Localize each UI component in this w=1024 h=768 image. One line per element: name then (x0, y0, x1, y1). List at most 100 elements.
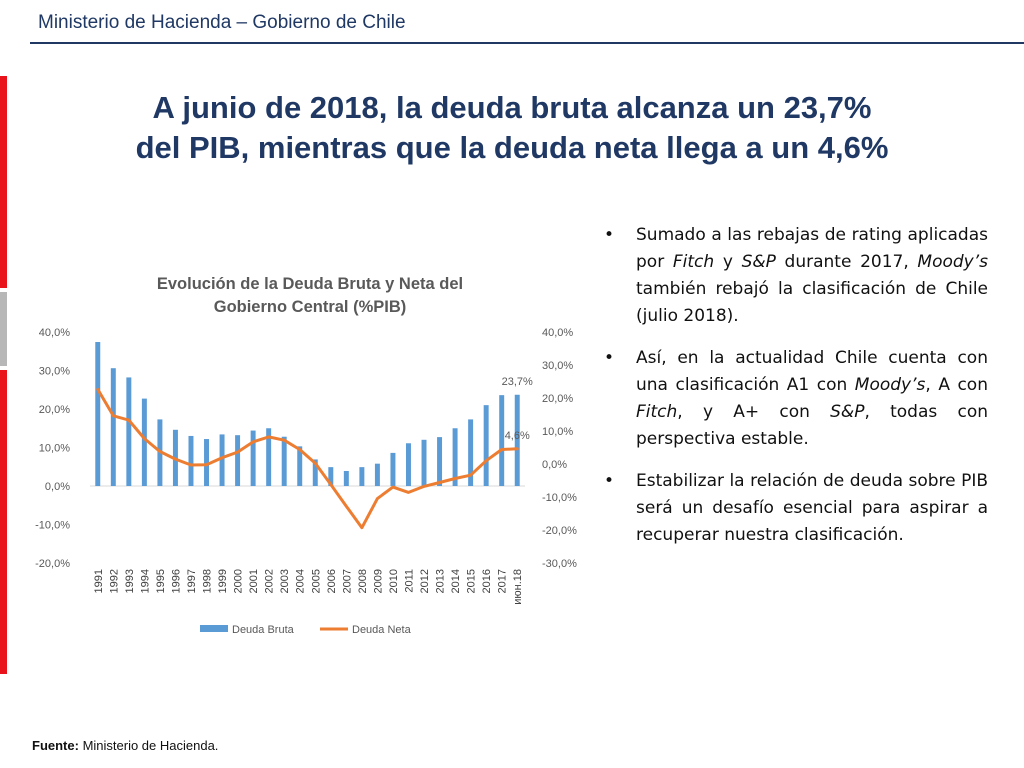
bar-deuda-bruta (421, 439, 427, 486)
bullet-text-italic: Moody’s (854, 375, 926, 395)
bullet-text: Sumado a las rebajas de rating aplicadas… (636, 225, 988, 272)
x-tick-label: 2010 (388, 569, 400, 593)
left-axis-tick-label: -10,0% (35, 520, 70, 532)
bar-deuda-bruta (437, 437, 443, 486)
bar-deuda-bruta (374, 463, 380, 486)
left-axis-tick-label: 20,0% (39, 404, 70, 416)
left-axis-tick-label: 10,0% (39, 443, 70, 455)
debt-chart-svg: Evolución de la Deuda Bruta y Neta del Go… (35, 275, 577, 636)
x-tick-label: 2005 (310, 569, 322, 593)
bullet-text: , todas con perspectiva estable. (636, 402, 988, 449)
left-axis-tick-label: 30,0% (39, 366, 70, 378)
debt-chart: Evolución de la Deuda Bruta y Neta del Go… (20, 265, 600, 660)
bar-deuda-bruta (297, 446, 303, 486)
legend-label-deuda-bruta: Deuda Bruta (232, 624, 295, 636)
bar-deuda-bruta (514, 394, 520, 486)
bar-deuda-bruta (405, 443, 411, 486)
bar-deuda-bruta (468, 419, 474, 486)
x-tick-label: 2000 (233, 569, 245, 593)
x-tick-label: 2003 (279, 569, 291, 593)
bullet-item: • Sumado a las rebajas de rating aplicada… (604, 222, 988, 330)
x-tick-label: 2006 (326, 569, 338, 593)
x-tick-label: 1998 (202, 569, 214, 593)
bar-deuda-bruta (204, 439, 210, 486)
left-axis-tick-label: 0,0% (45, 481, 70, 493)
x-tick-label: 2008 (357, 569, 369, 593)
x-tick-label: 2017 (497, 569, 509, 593)
x-tick-label: 2002 (264, 569, 276, 593)
bar-deuda-bruta (266, 428, 272, 486)
right-axis-tick-label: -30,0% (542, 558, 577, 570)
slide-title-line1: A junio de 2018, la deuda bruta alcanza … (152, 90, 872, 125)
x-tick-label: 1993 (124, 569, 136, 593)
accent-bar-red (0, 76, 7, 288)
bar-deuda-bruta (390, 452, 396, 486)
bar-deuda-bruta (452, 428, 458, 486)
bar-deuda-bruta (188, 435, 194, 486)
bullet-list: • Sumado a las rebajas de rating aplicada… (604, 222, 988, 564)
data-label: 23,7% (502, 376, 533, 388)
x-tick-label: 2009 (372, 569, 384, 593)
data-label: 4,6% (505, 430, 530, 442)
x-tick-label: 1996 (170, 569, 182, 593)
bullet-text-italic: Fitch (672, 252, 715, 272)
x-tick-label: 1992 (108, 569, 120, 593)
bar-deuda-bruta (483, 405, 489, 486)
x-tick-label: 2004 (295, 569, 307, 593)
x-tick-label: 1991 (93, 569, 105, 593)
bullet-marker: • (604, 471, 615, 491)
legend-swatch-deuda-bruta (200, 625, 228, 632)
bullet-text-italic: S&P (830, 402, 865, 422)
bar-deuda-bruta (219, 434, 225, 486)
slide-title: A junio de 2018, la deuda bruta alcanza … (40, 88, 984, 168)
bar-deuda-bruta (359, 467, 365, 486)
source-note: Fuente: Ministerio de Hacienda. (32, 738, 218, 753)
right-axis-tick-label: -20,0% (542, 525, 577, 537)
bullet-item: • Así, en la actualidad Chile cuenta con … (604, 345, 988, 453)
bar-deuda-bruta (343, 470, 349, 486)
bar-deuda-bruta (126, 377, 132, 486)
x-tick-label: 1997 (186, 569, 198, 593)
x-tick-label: 2001 (248, 569, 260, 593)
bullet-text: , A con (925, 375, 988, 395)
chart-title: Evolución de la Deuda Bruta y Neta del (157, 275, 463, 293)
line-deuda-neta (96, 387, 519, 530)
bullet-text: Estabilizar la relación de deuda sobre P… (636, 471, 988, 545)
right-axis-tick-label: -10,0% (542, 492, 577, 504)
right-axis-tick-label: 40,0% (542, 327, 573, 339)
accent-bar-gray (0, 292, 7, 366)
bar-deuda-bruta (499, 395, 505, 486)
chart-title: Gobierno Central (%PIB) (214, 298, 407, 316)
left-axis-tick-label: -20,0% (35, 558, 70, 570)
left-axis-tick-label: 40,0% (39, 327, 70, 339)
bullet-text: , y A+ con (677, 402, 831, 422)
right-axis-tick-label: 10,0% (542, 426, 573, 438)
accent-bar-red (0, 370, 7, 674)
bullet-text-italic: S&P (741, 252, 776, 272)
bullet-text-italic: Fitch (636, 402, 678, 422)
right-axis-tick-label: 20,0% (542, 393, 573, 405)
bar-deuda-bruta (110, 368, 116, 486)
bullet-text: también rebajó la clasificación de Chile… (636, 279, 988, 326)
x-tick-label: 2012 (419, 569, 431, 593)
header-title: Ministerio de Hacienda – Gobierno de Chi… (38, 12, 406, 33)
bar-deuda-bruta (312, 459, 318, 486)
bar-deuda-bruta (328, 467, 334, 486)
bullet-text: y (714, 252, 742, 272)
header-divider (30, 42, 1024, 44)
bar-deuda-bruta (95, 342, 101, 486)
x-tick-label: 2015 (466, 569, 478, 593)
source-label: Fuente: (32, 738, 79, 753)
x-tick-label: 1994 (139, 569, 151, 593)
source-text: Ministerio de Hacienda. (78, 738, 219, 753)
right-axis-tick-label: 0,0% (542, 459, 567, 471)
x-tick-label: 2014 (450, 569, 462, 593)
x-tick-label: 2007 (341, 569, 353, 593)
bar-deuda-bruta (235, 435, 241, 486)
bar-deuda-bruta (141, 398, 147, 486)
slide-title-line2: del PIB, mientras que la deuda neta lleg… (135, 130, 889, 165)
bar-deuda-bruta (250, 430, 256, 486)
bullet-item: • Estabilizar la relación de deuda sobre … (604, 468, 988, 549)
x-tick-label: 2013 (435, 569, 447, 593)
bullet-marker: • (604, 348, 615, 368)
